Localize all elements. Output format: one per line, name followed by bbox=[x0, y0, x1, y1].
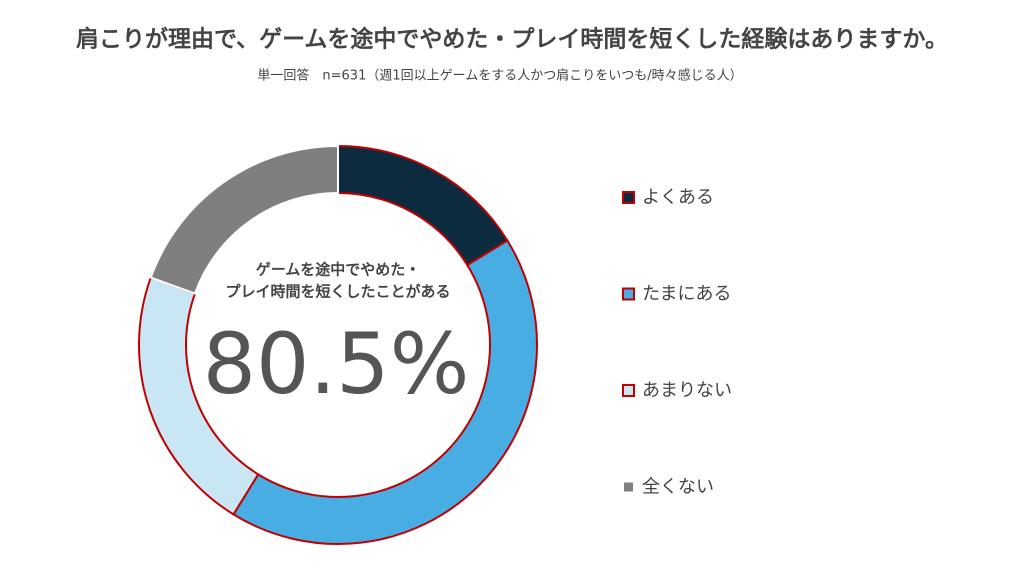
legend-swatch bbox=[622, 287, 635, 301]
legend-swatch bbox=[622, 191, 635, 204]
legend-label: たまにある bbox=[642, 284, 731, 305]
legend-label: よくある bbox=[642, 187, 714, 208]
center-label: プレイ時間を短くしたことがある bbox=[225, 283, 450, 301]
legend-swatch bbox=[622, 384, 635, 397]
center-value: 80.5% bbox=[203, 315, 470, 413]
chart-subtitle: 単一回答 n=631（週1回以上ゲームをする人かつ肩こりをいつも/時々感じる人） bbox=[257, 68, 742, 84]
donut-segment bbox=[337, 144, 509, 267]
center-label: ゲームを途中でやめた・ bbox=[256, 261, 421, 279]
donut-segment bbox=[149, 144, 339, 295]
legend-label: 全くない bbox=[642, 477, 714, 498]
legend-label: あまりない bbox=[642, 380, 732, 401]
chart-title: 肩こりが理由で、ゲームを途中でやめた・プレイ時間を短くした経験はありますか。 bbox=[76, 26, 948, 53]
donut-segment bbox=[232, 239, 538, 545]
legend-swatch bbox=[622, 480, 635, 494]
